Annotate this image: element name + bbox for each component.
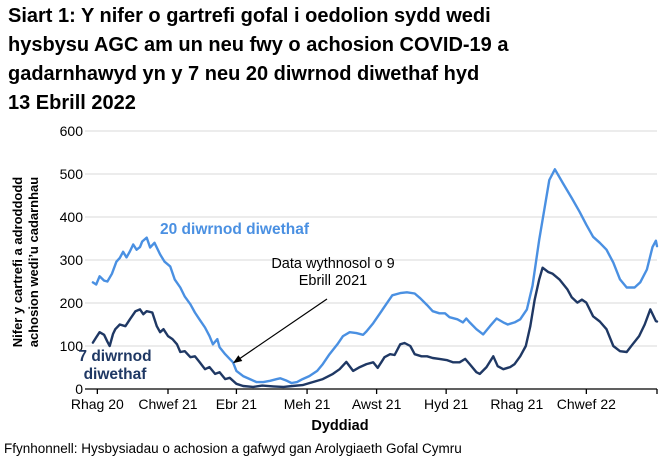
y-tick-label: 500 <box>59 166 83 182</box>
x-tick-label: Chwef 22 <box>556 396 616 412</box>
y-tick-label: 200 <box>59 295 83 311</box>
y-tick-label: 100 <box>59 338 83 354</box>
series-label-7-diwrnod: 7 diwrnod diwethaf <box>78 348 152 383</box>
x-tick-label: Awst 21 <box>351 396 402 412</box>
series-line-7-diwrnod <box>91 266 659 389</box>
source-note: Ffynhonnell: Hysbysiadau o achosion a ga… <box>4 441 462 456</box>
y-tick-label: 600 <box>59 123 83 139</box>
annotation-text: Data wythnosol o 9 Ebrill 2021 <box>271 256 395 289</box>
x-axis-title: Dyddiad <box>311 418 369 434</box>
y-tick-label: 400 <box>59 209 83 225</box>
x-tick-label: Meh 21 <box>283 396 331 412</box>
x-tick-label: Rhag 20 <box>70 396 124 412</box>
chart-title: Siart 1: Y nifer o gartrefi gofal i oedo… <box>8 5 509 114</box>
annotation-arrow-head <box>232 355 243 364</box>
series-line-20-diwrnod <box>91 168 659 385</box>
series-label-20-diwrnod: 20 diwrnod diwethaf <box>160 221 309 238</box>
y-tick-label: 0 <box>75 381 83 397</box>
y-tick-label: 300 <box>59 252 83 268</box>
x-tick-label: Ebr 21 <box>215 396 258 412</box>
x-tick-label: Hyd 21 <box>423 396 469 412</box>
annotation-arrow-line <box>235 298 328 362</box>
x-tick-label: Rhag 21 <box>490 396 544 412</box>
x-tick-label: Chwef 21 <box>138 396 198 412</box>
